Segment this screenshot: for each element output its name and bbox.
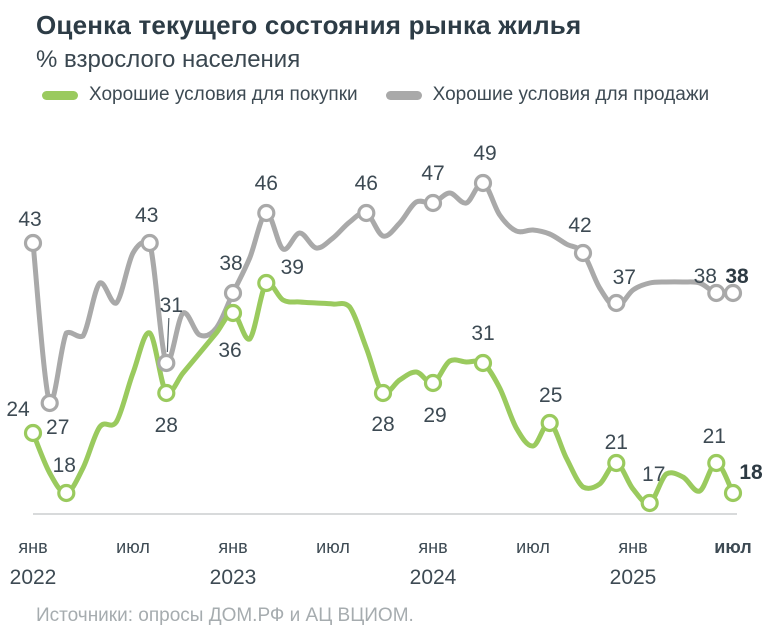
value-label-buy-17: 17 (642, 463, 665, 486)
label-leader-line (166, 317, 170, 353)
legend-item-sell: Хорошие условия для продажи (385, 84, 710, 106)
data-point-buy-18 (723, 483, 743, 503)
data-point-buy-29 (423, 373, 443, 393)
value-label-sell-38: 38 (725, 265, 749, 288)
data-point-sell-46 (257, 203, 276, 223)
value-label-sell-46: 46 (355, 172, 378, 195)
data-point-buy-25 (540, 413, 559, 433)
data-point-buy-31 (473, 353, 493, 373)
value-label-sell-27: 27 (46, 416, 69, 439)
value-label-buy-28: 28 (155, 414, 178, 437)
legend-item-buy: Хорошие условия для покупки (42, 84, 358, 106)
data-point-buy-36 (223, 303, 243, 323)
data-point-sell-38 (723, 283, 743, 303)
value-label-buy-24: 24 (6, 398, 30, 421)
page-subtitle: % взрослого населения (36, 46, 301, 73)
value-label-sell-43: 43 (135, 204, 158, 227)
data-point-buy-18 (57, 483, 76, 503)
value-label-buy-36: 36 (218, 339, 241, 362)
value-label-buy-29: 29 (423, 404, 446, 427)
x-tick-month-0: янв (18, 537, 47, 557)
x-tick-year-2022: 2022 (10, 566, 57, 589)
value-label-buy-39: 39 (281, 256, 304, 279)
source-note: Источники: опросы ДОМ.РФ и АЦ ВЦИОМ. (36, 605, 414, 626)
legend-swatch-buy-icon (42, 90, 78, 100)
legend-swatch-sell-icon (385, 90, 422, 100)
value-label-buy-21: 21 (703, 425, 726, 448)
x-tick-month-18: июл (316, 537, 350, 557)
value-label-buy-18: 18 (53, 454, 76, 477)
data-point-buy-24 (23, 423, 43, 443)
value-label-sell-38: 38 (694, 265, 717, 288)
data-point-sell-42 (573, 243, 593, 263)
data-point-buy-21 (607, 453, 626, 473)
value-label-buy-18: 18 (739, 461, 763, 484)
value-label-buy-31: 31 (471, 322, 494, 345)
value-label-sell-38: 38 (219, 252, 242, 275)
value-label-sell-42: 42 (568, 214, 591, 237)
x-tick-year-2023: 2023 (210, 566, 257, 589)
data-point-sell-47 (423, 193, 443, 213)
x-tick-year-2025: 2025 (610, 566, 657, 589)
x-tick-month-24: янв (418, 537, 447, 557)
value-label-buy-25: 25 (539, 384, 562, 407)
value-label-sell-46: 46 (255, 172, 278, 195)
value-label-buy-28: 28 (371, 413, 394, 436)
data-point-sell-38 (223, 283, 243, 303)
data-point-sell-27 (40, 393, 59, 413)
data-point-buy-17 (640, 493, 659, 513)
data-point-buy-39 (257, 273, 276, 293)
x-tick-month-6: июл (116, 537, 150, 557)
data-point-buy-28 (373, 383, 393, 403)
data-point-sell-37 (607, 293, 626, 313)
legend: Хорошие условия для покупки Хорошие усло… (42, 84, 709, 106)
data-point-sell-49 (473, 173, 493, 193)
data-point-buy-21 (707, 453, 726, 473)
data-point-buy-28 (157, 383, 176, 403)
data-point-sell-31 (157, 353, 176, 373)
value-label-buy-21: 21 (605, 431, 628, 454)
value-label-sell-47: 47 (421, 162, 444, 185)
value-label-sell-37: 37 (613, 266, 636, 289)
value-label-sell-43: 43 (18, 208, 41, 231)
x-tick-year-2024: 2024 (410, 566, 457, 589)
x-tick-month-42: июл (714, 537, 751, 557)
value-label-sell-49: 49 (473, 142, 496, 165)
data-point-sell-46 (357, 203, 376, 223)
x-tick-month-36: янв (618, 537, 647, 557)
legend-label-buy: Хорошие условия для покупки (89, 84, 358, 105)
page-title: Оценка текущего состояния рынка жилья (36, 10, 582, 40)
legend-label-sell: Хорошие условия для продажи (432, 84, 710, 105)
data-point-sell-43 (23, 233, 43, 253)
data-point-sell-43 (140, 233, 159, 253)
x-tick-month-30: июл (516, 537, 550, 557)
value-label-sell-31: 31 (160, 294, 183, 317)
x-tick-month-12: янв (218, 537, 247, 557)
data-point-sell-38 (707, 283, 726, 303)
